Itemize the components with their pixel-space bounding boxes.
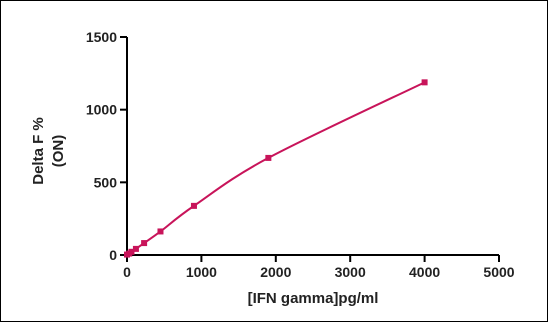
x-tick-label: 0 (123, 264, 131, 280)
x-tick-label: 2000 (260, 264, 291, 280)
data-point (265, 154, 272, 161)
y-ticks: 0 500 1000 1500 (86, 29, 127, 263)
data-point (157, 228, 164, 235)
data-point (190, 202, 197, 209)
fit-curve (126, 81, 426, 256)
data-point (128, 248, 135, 255)
y-tick-label: 1500 (86, 29, 117, 45)
x-tick-label: 3000 (335, 264, 366, 280)
axes (126, 37, 499, 256)
data-points (124, 79, 428, 258)
y-axis-title: Delta F % (ON) (30, 117, 67, 185)
y-tick-label: 1000 (86, 102, 117, 118)
y-tick-label: 0 (109, 247, 117, 263)
y-tick-label: 500 (94, 174, 118, 190)
y-axis-title-line-2: (ON) (50, 135, 67, 168)
x-tick-label: 1000 (186, 264, 217, 280)
x-ticks: 0 1000 2000 3000 4000 5000 (123, 255, 515, 280)
data-point (141, 240, 148, 247)
data-point (421, 79, 428, 86)
x-axis-title: [IFN gamma]pg/ml (248, 290, 379, 307)
data-point (132, 245, 139, 252)
x-tick-label: 4000 (409, 264, 440, 280)
x-tick-label: 5000 (483, 264, 514, 280)
y-axis-title-line-1: Delta F % (30, 117, 47, 185)
